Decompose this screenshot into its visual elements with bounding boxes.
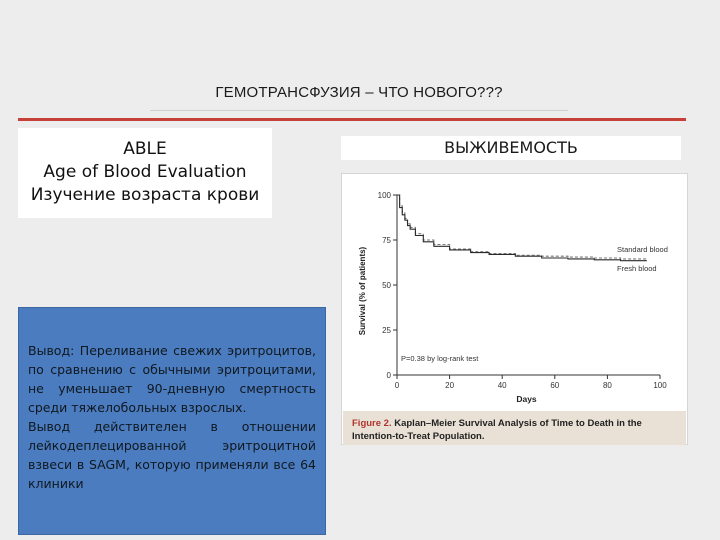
caption-band xyxy=(343,411,686,445)
x-tick-label: 100 xyxy=(653,381,667,390)
p-value-annotation: P=0.38 by log-rank test xyxy=(401,354,479,363)
figure-caption: Figure 2. Kaplan–Meier Survival Analysis… xyxy=(352,417,677,443)
x-tick-label: 80 xyxy=(603,381,612,390)
title-underline xyxy=(150,110,568,111)
y-tick-label: 50 xyxy=(382,281,391,290)
survival-chart: 0 20 40 60 80 100 0 25 50 75 100 Days Survival (% of… xyxy=(358,191,668,404)
x-tick-label: 20 xyxy=(445,381,454,390)
x-axis-label: Days xyxy=(516,394,537,404)
y-axis-label: Survival (% of patients) xyxy=(358,246,367,335)
x-tick-label: 60 xyxy=(550,381,559,390)
study-acronym: ABLE xyxy=(123,139,167,159)
study-name-box: ABLE Age of Blood Evaluation Изучение во… xyxy=(18,128,272,218)
y-tick-label: 75 xyxy=(382,236,391,245)
conclusion-paragraph-2: Вывод действителен в отношении лейкодепл… xyxy=(28,419,316,491)
legend-label-standard-blood: Standard blood xyxy=(617,245,668,254)
y-tick-label: 100 xyxy=(378,191,392,200)
x-tick-label: 40 xyxy=(498,381,507,390)
slide-title: ГЕМОТРАНСФУЗИЯ – ЧТО НОВОГО??? xyxy=(215,84,503,101)
red-divider xyxy=(18,118,686,121)
y-tick-label: 0 xyxy=(387,371,392,380)
x-tick-label: 0 xyxy=(395,381,400,390)
figure-card: 0 20 40 60 80 100 0 25 50 75 100 Days Survival (% of… xyxy=(341,173,688,445)
series-line-fresh-blood xyxy=(397,194,647,262)
y-tick-label: 25 xyxy=(382,326,391,335)
study-name-russian: Изучение возраста крови xyxy=(30,185,260,205)
conclusion-paragraph-1: Вывод: Переливание свежих эритроцитов, п… xyxy=(28,343,316,415)
figure-label: Figure 2. xyxy=(352,418,392,429)
study-full-name: Age of Blood Evaluation xyxy=(43,162,247,182)
survival-header: ВЫЖИВЕМОСТЬ xyxy=(341,136,681,160)
conclusion-box: Вывод: Переливание свежих эритроцитов, п… xyxy=(18,307,326,535)
series-line-standard-blood xyxy=(397,194,647,260)
legend-label-fresh-blood: Fresh blood xyxy=(617,264,657,273)
figure-caption-text: Kaplan–Meier Survival Analysis of Time t… xyxy=(352,418,642,442)
